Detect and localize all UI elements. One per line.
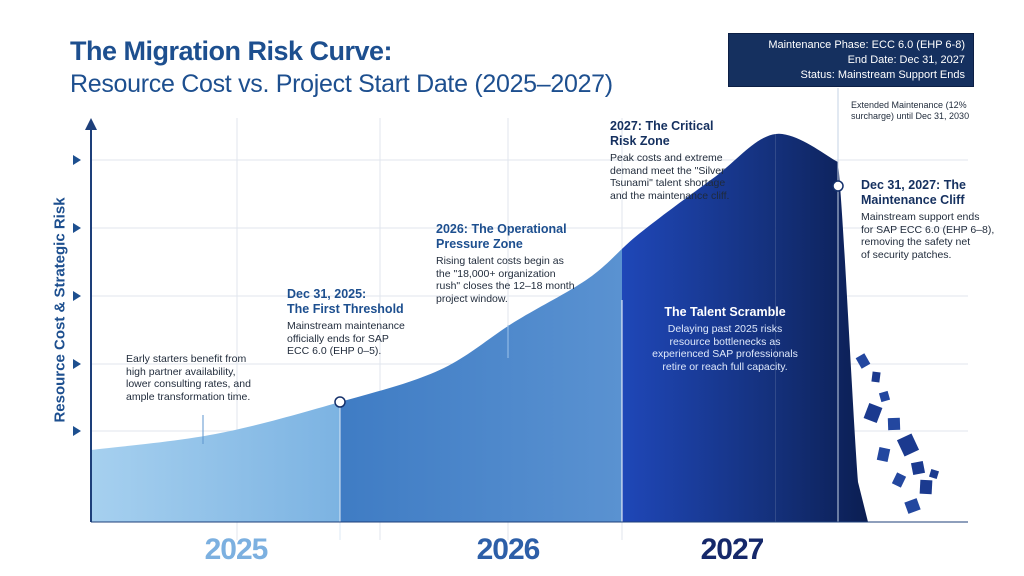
annotation-cliff-heading: Dec 31, 2027: The Maintenance Cliff [861, 178, 966, 207]
annotation-threshold-body: Mainstream maintenance officially ends f… [287, 320, 405, 357]
annotation-critical-heading: 2027: The Critical Risk Zone [610, 119, 714, 148]
y-tick-arrow [73, 155, 81, 165]
annotation-talent-scramble: The Talent Scramble Delaying past 2025 r… [640, 305, 810, 373]
y-tick-arrow [73, 223, 81, 233]
debris-block [891, 472, 907, 488]
annotation-first-threshold: Dec 31, 2025: The First Threshold Mainst… [287, 287, 405, 358]
info-end-date: End Date: Dec 31, 2027 [847, 54, 965, 66]
maintenance-info-box: Maintenance Phase: ECC 6.0 (EHP 6-8) End… [728, 33, 974, 87]
curve-marker [832, 180, 844, 192]
debris-block [919, 479, 933, 495]
debris-block [855, 353, 871, 369]
x-label-2027: 2027 [700, 533, 765, 566]
debris-block [871, 371, 881, 383]
annotation-scramble-heading: The Talent Scramble [664, 305, 786, 319]
area-zone-2027-peak [775, 133, 868, 522]
x-label-2026: 2026 [476, 533, 541, 566]
annotation-scramble-body: Delaying past 2025 risks resource bottle… [652, 323, 798, 373]
annotation-cliff-body: Mainstream support ends for SAP ECC 6.0 … [861, 211, 995, 261]
area-zones [91, 133, 868, 522]
annotation-pressure-zone: 2026: The Operational Pressure Zone Risi… [436, 222, 575, 305]
annotation-critical-body: Peak costs and extreme demand meet the "… [610, 152, 730, 202]
chart-title: The Migration Risk Curve: [70, 36, 393, 66]
cliff-debris [855, 353, 939, 514]
area-zone-2026 [340, 248, 622, 522]
y-axis-label: Resource Cost & Strategic Risk [51, 197, 69, 423]
debris-block [896, 433, 920, 457]
axes [73, 118, 968, 523]
debris-block [878, 390, 891, 403]
info-phase: Maintenance Phase: ECC 6.0 (EHP 6-8) [768, 39, 965, 51]
y-tick-arrow [73, 291, 81, 301]
debris-block [863, 403, 883, 423]
debris-block [904, 498, 921, 514]
y-axis-arrow [85, 118, 97, 130]
area-zone-2027 [622, 134, 776, 522]
x-label-2025: 2025 [204, 533, 269, 566]
guide-lines [202, 88, 839, 540]
annotation-early-starters: Early starters benefit from high partner… [126, 353, 251, 403]
debris-block [876, 446, 891, 463]
curve-markers [334, 180, 844, 408]
annotation-critical-zone: 2027: The Critical Risk Zone Peak costs … [610, 119, 729, 202]
info-status: Status: Mainstream Support Ends [800, 69, 965, 81]
annotation-early-body: Early starters benefit from high partner… [126, 353, 251, 403]
chart-subtitle: Resource Cost vs. Project Start Date (20… [70, 70, 613, 98]
annotation-extended-maintenance: Extended Maintenance (12% surcharge) unt… [851, 100, 969, 122]
annotation-maintenance-cliff: Dec 31, 2027: The Maintenance Cliff Main… [861, 178, 994, 261]
annotation-threshold-heading: Dec 31, 2025: The First Threshold [287, 287, 404, 316]
annotation-extended-body: Extended Maintenance (12% surcharge) unt… [851, 100, 970, 121]
y-tick-arrow [73, 359, 81, 369]
curve-marker [334, 396, 346, 408]
y-tick-arrow [73, 426, 81, 436]
area-zone-2025 [91, 402, 340, 522]
annotation-pressure-heading: 2026: The Operational Pressure Zone [436, 222, 567, 251]
debris-block [910, 460, 926, 476]
annotation-pressure-body: Rising talent costs begin as the "18,000… [436, 255, 575, 305]
debris-block [887, 417, 901, 431]
debris-block [929, 469, 939, 479]
